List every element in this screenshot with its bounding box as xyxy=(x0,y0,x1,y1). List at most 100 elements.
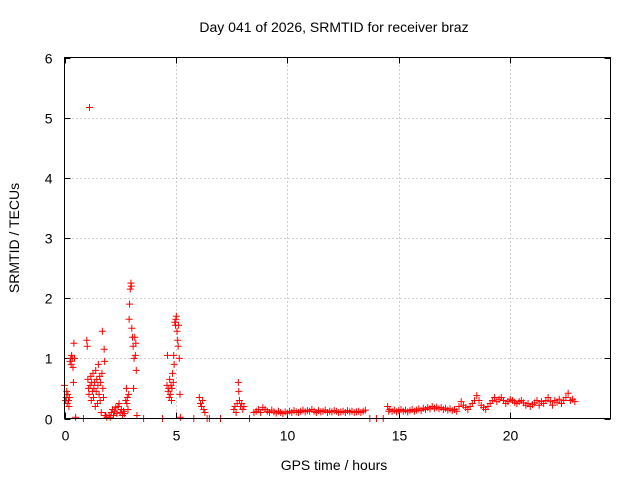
data-point xyxy=(361,406,369,414)
data-point xyxy=(92,387,100,395)
y-tick-label: 4 xyxy=(45,171,53,187)
y-tick-label: 3 xyxy=(45,231,53,247)
data-point xyxy=(564,389,572,397)
data-point xyxy=(128,324,136,332)
plot-frame xyxy=(64,57,611,419)
data-point xyxy=(544,393,552,401)
data-point xyxy=(175,354,183,362)
data-point xyxy=(86,381,94,389)
axis-ticks xyxy=(64,57,611,420)
data-point xyxy=(546,398,554,406)
data-point xyxy=(132,366,140,374)
y-tick-label: 5 xyxy=(45,111,53,127)
data-point xyxy=(123,399,131,407)
data-point xyxy=(65,396,73,404)
data-point xyxy=(130,384,138,392)
data-point xyxy=(115,399,123,407)
x-tick-label: 15 xyxy=(392,428,408,444)
data-point xyxy=(133,411,141,419)
data-point xyxy=(131,333,139,341)
data-points xyxy=(61,103,579,422)
data-point xyxy=(199,396,207,404)
data-point xyxy=(555,395,563,403)
data-point xyxy=(176,390,184,398)
x-tick-label: 20 xyxy=(503,428,519,444)
data-point xyxy=(89,393,97,401)
x-axis-label: GPS time / hours xyxy=(281,457,388,473)
data-point xyxy=(239,405,247,413)
data-point xyxy=(166,390,174,398)
data-point xyxy=(170,351,178,359)
data-point xyxy=(176,413,184,421)
data-point xyxy=(126,285,134,293)
data-point xyxy=(125,390,133,398)
data-point xyxy=(94,360,102,368)
data-point xyxy=(200,405,208,413)
data-point xyxy=(83,342,91,350)
data-point xyxy=(106,413,114,421)
y-tick-label: 2 xyxy=(45,291,53,307)
data-point xyxy=(571,398,579,406)
data-point xyxy=(99,384,107,392)
data-point xyxy=(93,375,101,383)
data-point xyxy=(84,375,92,383)
data-point xyxy=(124,405,132,413)
x-tick-label: 0 xyxy=(62,428,70,444)
data-point xyxy=(125,315,133,323)
data-point xyxy=(175,321,183,329)
x-tick-label: 5 xyxy=(173,428,181,444)
data-point xyxy=(491,393,499,401)
data-point xyxy=(131,351,139,359)
data-point xyxy=(168,384,176,392)
grid-lines xyxy=(64,57,611,419)
data-point xyxy=(235,387,243,395)
data-point xyxy=(457,398,465,406)
data-point xyxy=(113,410,121,418)
data-point xyxy=(64,390,72,398)
data-point xyxy=(122,384,130,392)
data-point xyxy=(68,351,76,359)
data-point xyxy=(174,336,182,344)
data-point xyxy=(97,378,105,386)
y-tick-label: 6 xyxy=(45,51,53,67)
data-point xyxy=(85,103,93,111)
data-point xyxy=(257,408,265,416)
data-point xyxy=(533,396,541,404)
data-point xyxy=(562,393,570,401)
data-point xyxy=(72,413,80,421)
data-point xyxy=(240,402,248,410)
data-point xyxy=(174,342,182,350)
data-point xyxy=(172,312,180,320)
data-point xyxy=(92,366,100,374)
data-point xyxy=(130,354,138,362)
data-point xyxy=(234,378,242,386)
data-point xyxy=(132,339,140,347)
data-point xyxy=(100,393,107,401)
data-point xyxy=(83,336,91,344)
data-point xyxy=(455,402,463,410)
data-point xyxy=(98,369,106,377)
data-point xyxy=(535,401,543,409)
data-point xyxy=(169,369,177,377)
data-point xyxy=(173,327,181,335)
data-point xyxy=(473,392,481,400)
data-point xyxy=(170,360,178,368)
data-point xyxy=(101,357,109,365)
data-point xyxy=(97,408,105,416)
data-point xyxy=(163,351,171,359)
data-point xyxy=(475,396,483,404)
data-point xyxy=(232,408,240,416)
data-point xyxy=(121,410,129,418)
y-tick-label: 1 xyxy=(45,351,53,367)
data-point xyxy=(169,378,177,386)
data-point xyxy=(123,393,131,401)
data-point xyxy=(71,354,79,362)
data-point xyxy=(95,390,103,398)
data-point xyxy=(195,393,203,401)
data-point xyxy=(110,411,118,419)
data-point xyxy=(98,327,106,335)
data-point xyxy=(85,390,93,398)
y-axis-label: SRMTID / TECUs xyxy=(6,183,22,293)
data-point xyxy=(70,339,78,347)
data-point xyxy=(114,402,122,410)
